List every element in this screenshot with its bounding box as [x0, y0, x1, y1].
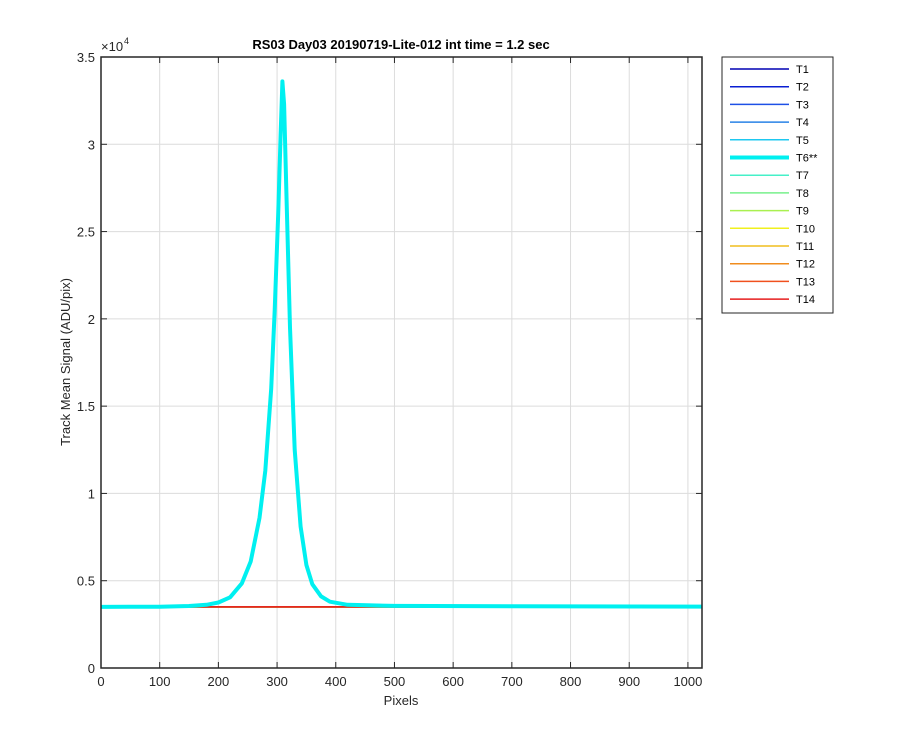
plot-frame — [100, 56, 703, 669]
y-tick-label: 0.5 — [77, 574, 95, 589]
legend-label-T3: T3 — [796, 99, 809, 111]
x-tick-label: 800 — [560, 674, 582, 689]
x-tick-label: 900 — [618, 674, 640, 689]
legend-label-T12: T12 — [796, 259, 815, 271]
legend: T1 T2 T3 T4 T5 T6** T7 T8 T9 T10 T11 T12 T13 T14 — [721, 56, 834, 314]
y-exponent: ×10 4 — [101, 36, 129, 54]
y-tick-label: 1.5 — [77, 399, 95, 414]
x-tick-label: 300 — [266, 674, 288, 689]
legend-label-T9: T9 — [796, 206, 809, 218]
y-tick-label: 3 — [88, 137, 95, 152]
y-tick-label: 0 — [88, 661, 95, 676]
chart-title: RS03 Day03 20190719-Lite-012 int time = … — [252, 37, 549, 52]
series-layer — [100, 79, 703, 609]
legend-label-T4: T4 — [796, 117, 809, 129]
legend-label-T14: T14 — [796, 294, 815, 306]
legend-label-T1: T1 — [796, 64, 809, 76]
x-tick-label: 200 — [208, 674, 230, 689]
ticks: 0 100 200 300 400 500 600 700 800 900 1000 0 0.5 1 1.5… — [77, 50, 702, 689]
x-tick-label: 1000 — [673, 674, 702, 689]
y-tick-label: 2 — [88, 312, 95, 327]
legend-label-T7: T7 — [796, 170, 809, 182]
x-tick-label: 500 — [384, 674, 406, 689]
x-tick-label: 700 — [501, 674, 523, 689]
x-tick-label: 600 — [442, 674, 464, 689]
series-line-T6 — [100, 79, 703, 609]
legend-label-T6: T6** — [796, 153, 818, 165]
y-axis-label: Track Mean Signal (ADU/pix) — [58, 278, 73, 446]
y-tick-label: 2.5 — [77, 225, 95, 240]
x-tick-label: 400 — [325, 674, 347, 689]
legend-label-T13: T13 — [796, 276, 815, 288]
x-tick-label: 0 — [97, 674, 104, 689]
plot-background — [101, 57, 702, 668]
y-tick-label: 3.5 — [77, 50, 95, 65]
legend-label-T2: T2 — [796, 82, 809, 94]
legend-label-T5: T5 — [796, 135, 809, 147]
y-exponent-base: ×10 — [101, 39, 123, 54]
y-tick-label: 1 — [88, 486, 95, 501]
y-exponent-power: 4 — [124, 36, 129, 46]
legend-box — [721, 56, 834, 314]
x-axis-label: Pixels — [384, 693, 419, 708]
legend-label-T10: T10 — [796, 223, 815, 235]
x-tick-label: 100 — [149, 674, 171, 689]
legend-label-T8: T8 — [796, 188, 809, 200]
legend-label-T11: T11 — [796, 241, 814, 253]
